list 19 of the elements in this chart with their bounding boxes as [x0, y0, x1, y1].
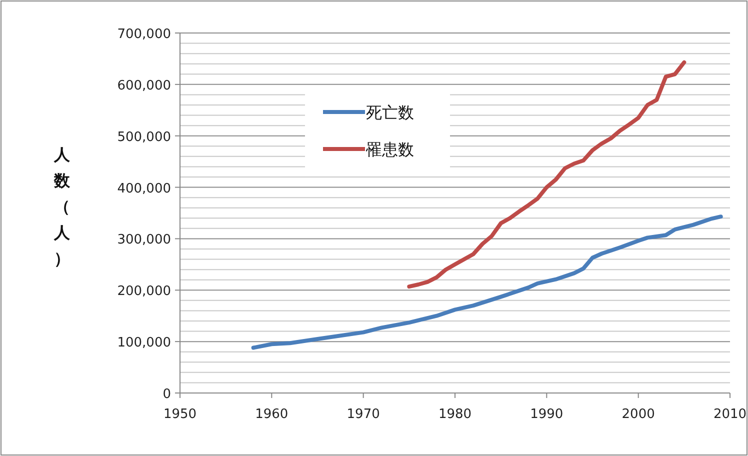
x-tick-label: 1980: [438, 407, 472, 422]
x-tick-label: 1960: [255, 407, 288, 422]
y-tick-label: 200,000: [117, 284, 171, 300]
line-series: [251, 214, 723, 350]
x-tick-label: 2000: [622, 407, 655, 422]
y-tick-label: 600,000: [117, 78, 171, 94]
y-tick-label: 100,000: [117, 336, 171, 351]
legend-label: 死亡数: [366, 103, 414, 122]
x-tick-label: 1950: [163, 407, 197, 422]
x-tick-label: 1990: [530, 407, 564, 422]
y-axis-title: 人数（人）: [53, 145, 71, 268]
y-tick-label: 300,000: [117, 232, 171, 248]
x-tick-label: 1970: [346, 407, 380, 422]
y-tick-label: 700,000: [117, 27, 171, 42]
y-tick-label: 500,000: [117, 130, 171, 145]
legend-label: 罹患数: [365, 140, 414, 159]
y-tick-label: 400,000: [117, 181, 171, 196]
y-tick-label: 0: [162, 387, 171, 402]
x-tick-label: 2010: [713, 407, 747, 422]
